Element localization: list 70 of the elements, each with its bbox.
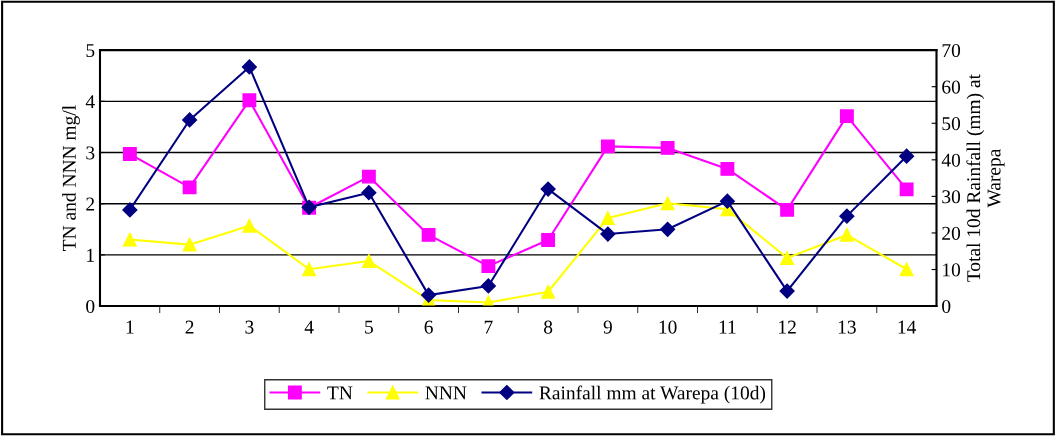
- point: [720, 161, 735, 176]
- y2-tick-label: 40: [941, 153, 961, 167]
- x-tick-label: 10: [659, 320, 677, 334]
- point: [899, 182, 914, 197]
- point: [361, 169, 376, 184]
- point: [600, 226, 616, 242]
- y2-tick-label: 30: [942, 190, 961, 204]
- point: [480, 278, 496, 294]
- point: [779, 283, 795, 299]
- point: [241, 59, 257, 75]
- point: [660, 221, 676, 237]
- y-tick-label: 1: [87, 248, 94, 262]
- point: [780, 251, 795, 265]
- point: [899, 262, 914, 277]
- x-tick-label: 14: [898, 320, 917, 334]
- legend-label: Rainfall mm at Warepa (10d): [539, 385, 766, 404]
- point: [122, 232, 137, 247]
- point: [122, 202, 138, 218]
- point: [541, 284, 556, 299]
- point: [660, 196, 675, 211]
- legend-label: NNN: [425, 386, 467, 400]
- point: [780, 202, 795, 217]
- y-tick-label: 0: [86, 299, 95, 314]
- y2-tick-label: 20: [942, 226, 961, 240]
- y2-axis-title: Total 10d Rainfall (mm) at Warepa: [966, 74, 1005, 282]
- y-axis-title: TN and NNN mg/l: [62, 105, 80, 251]
- point: [182, 237, 197, 252]
- x-tick-label: 2: [185, 320, 194, 334]
- point: [600, 139, 615, 154]
- point: [421, 227, 436, 242]
- y2-tick-label: 60: [942, 80, 961, 94]
- legend-label: TN: [327, 386, 353, 400]
- point: [122, 147, 137, 161]
- point: [361, 185, 377, 201]
- y-tick-label: 2: [86, 197, 95, 211]
- point: [361, 254, 376, 268]
- point: [481, 259, 496, 274]
- x-tick-label: 11: [719, 320, 736, 334]
- point: [421, 287, 437, 303]
- point: [541, 233, 556, 247]
- y2-tick-label: 70: [942, 43, 961, 58]
- point: [182, 180, 197, 195]
- y2-tick-label: 10: [943, 263, 961, 277]
- point: [540, 181, 556, 197]
- point: [839, 227, 854, 242]
- y2-tick-label: 50: [942, 117, 961, 131]
- y-tick-label: 4: [85, 95, 95, 109]
- point: [242, 218, 257, 233]
- x-tick-label: 12: [779, 320, 796, 334]
- point: [242, 93, 257, 108]
- x-tick-label: 3: [245, 320, 254, 334]
- x-tick-label: 9: [603, 320, 612, 334]
- point: [839, 109, 854, 124]
- x-tick-label: 5: [365, 320, 373, 334]
- point: [182, 112, 198, 128]
- point: [719, 193, 735, 209]
- x-tick-label: 13: [838, 320, 856, 334]
- point: [600, 211, 615, 225]
- x-tick-label: 4: [304, 320, 314, 334]
- x-tick-label: 8: [544, 320, 553, 334]
- y2-tick-label: 0: [942, 299, 951, 314]
- point: [899, 148, 915, 164]
- point: [660, 140, 675, 155]
- x-tick-label: 6: [424, 320, 433, 334]
- point: [839, 208, 855, 224]
- point: [302, 262, 317, 277]
- x-tick-label: 7: [484, 320, 493, 334]
- y-tick-label: 3: [86, 146, 95, 160]
- x-tick-label: 1: [126, 320, 134, 334]
- y-tick-label: 5: [86, 44, 95, 58]
